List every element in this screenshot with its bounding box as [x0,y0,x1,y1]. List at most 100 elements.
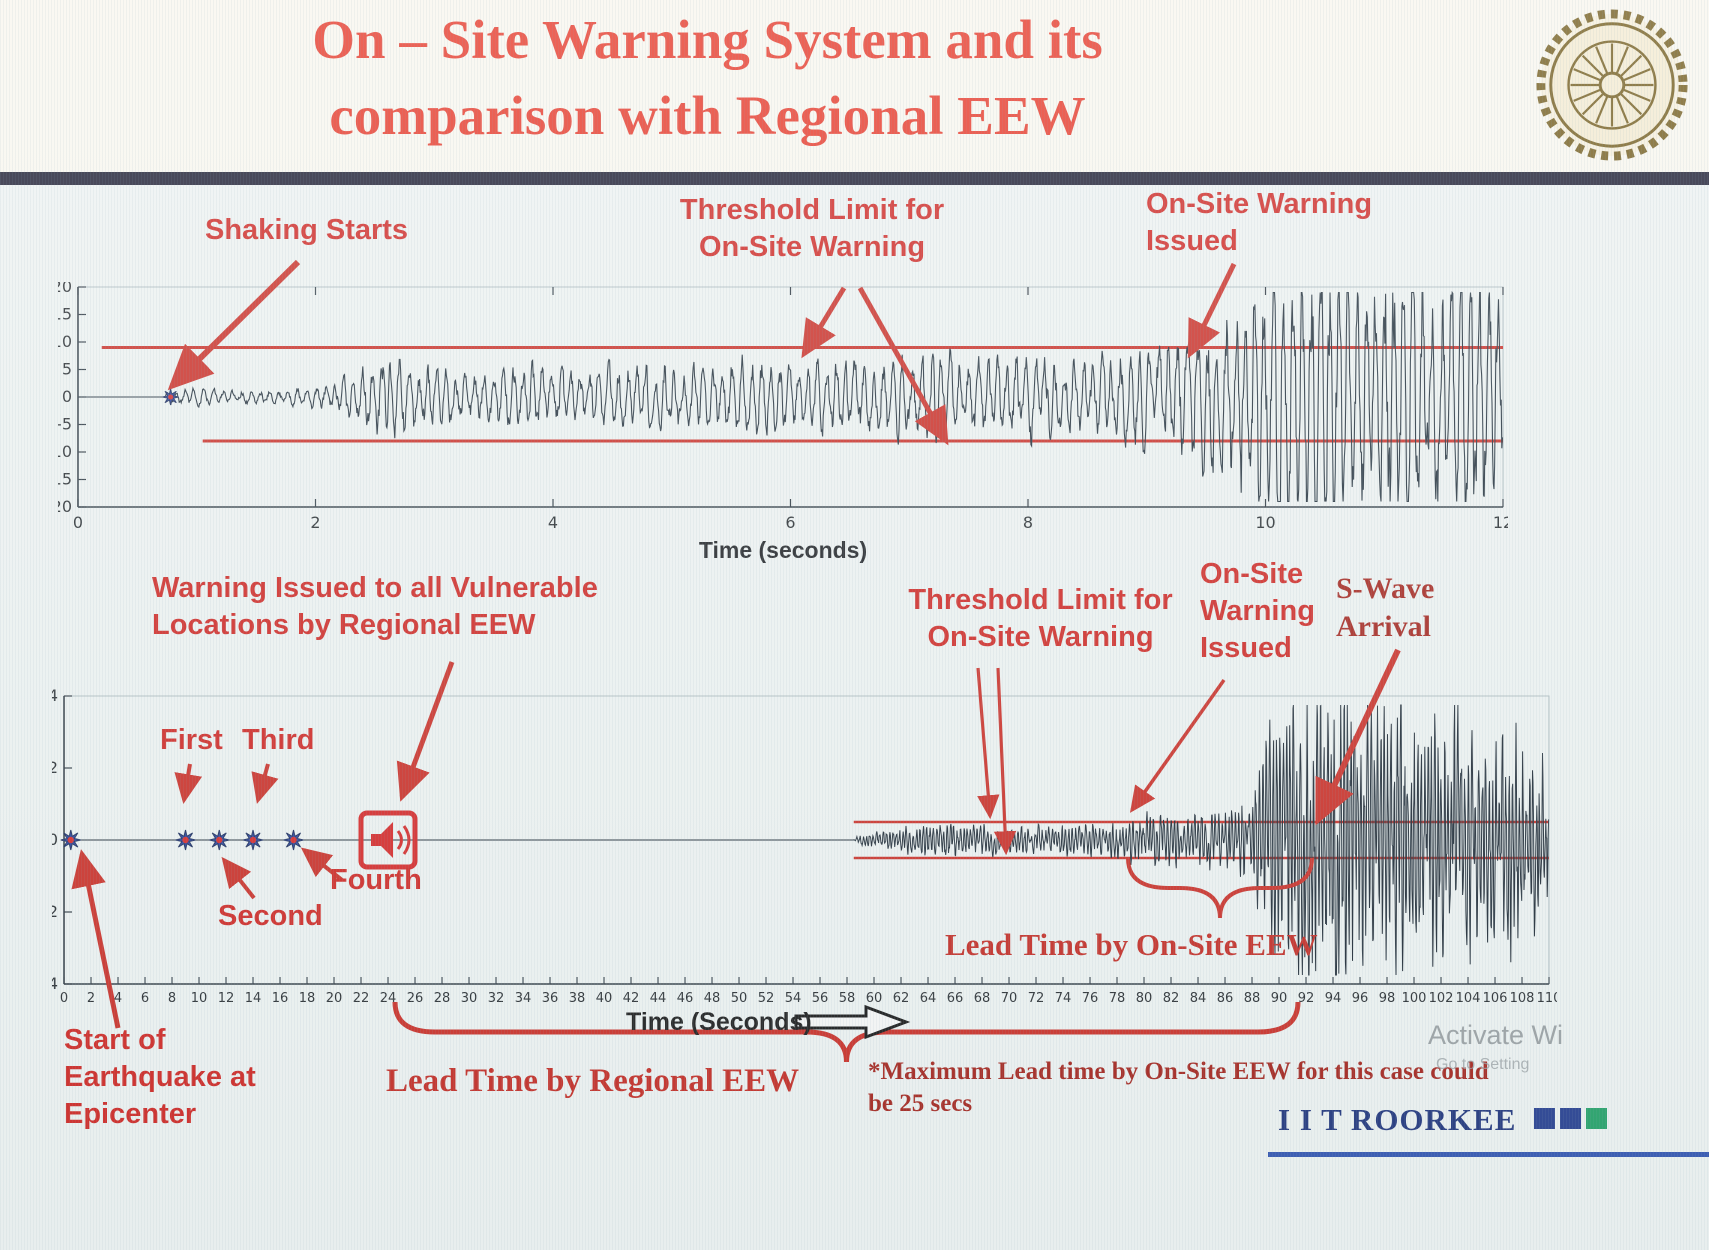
svg-text:78: 78 [1109,991,1126,1006]
svg-text:10: 10 [1255,513,1275,532]
brand-square-icon [1534,1108,1555,1129]
svg-text:-5: -5 [58,415,72,434]
regional-warning-icon [358,810,418,870]
activate-watermark-line1: Activate Wi [1428,1020,1564,1050]
svg-text:42: 42 [623,991,640,1006]
svg-text:108: 108 [1510,991,1535,1006]
footer-blue-line [1268,1152,1709,1157]
svg-text:15: 15 [58,305,72,324]
p-wave-first-label: First [160,724,223,756]
svg-text:110: 110 [1537,991,1557,1006]
svg-text:5: 5 [62,360,72,379]
svg-text:-20: -20 [58,497,72,516]
svg-text:24: 24 [380,991,397,1006]
lead-time-regional-label: Lead Time by Regional EEW [386,1063,800,1099]
svg-text:38: 38 [569,991,586,1006]
svg-text:48: 48 [704,991,721,1006]
brand-square-icon [1560,1108,1581,1129]
activate-watermark-line2: Go to Setting [1436,1056,1530,1073]
iit-roorkee-wordmark: I I T ROORKEE [1278,1102,1517,1137]
svg-text:104: 104 [1456,991,1481,1006]
svg-text:-15: -15 [58,470,72,489]
top-seismogram-svg: 20151050-5-10-15-20024681012 [46,277,1513,532]
svg-text:0: 0 [62,387,72,406]
svg-text:90: 90 [1271,991,1288,1006]
seismogram-waveform [64,704,1550,976]
svg-text:4: 4 [114,991,122,1006]
svg-text:56: 56 [812,991,829,1006]
lead-time-onsite-label: Lead Time by On-Site EEW [945,927,1318,962]
svg-text:52: 52 [758,991,775,1006]
svg-text:74: 74 [1055,991,1072,1006]
svg-text:54: 54 [785,991,802,1006]
svg-text:62: 62 [893,991,910,1006]
p-wave-star-marker [209,829,230,851]
p-wave-star-marker [162,388,179,406]
svg-text:44: 44 [650,991,667,1006]
svg-text:70: 70 [1001,991,1018,1006]
svg-text:80: 80 [1136,991,1153,1006]
svg-text:106: 106 [1483,991,1508,1006]
svg-text:50: 50 [731,991,748,1006]
slide-title: On – Site Warning System and its compari… [10,2,1405,154]
svg-text:100: 100 [1402,991,1427,1006]
svg-text:68: 68 [974,991,991,1006]
svg-text:6: 6 [141,991,149,1006]
regional-warning-label: Warning Issued to all Vulnerable Locatio… [152,572,598,642]
svg-text:20: 20 [326,991,343,1006]
svg-text:76: 76 [1082,991,1099,1006]
svg-text:10: 10 [191,991,208,1006]
shaking-starts-label: Shaking Starts [205,214,409,246]
svg-text:34: 34 [515,991,532,1006]
p-wave-star-marker [242,829,264,851]
svg-text:92: 92 [1298,991,1315,1006]
slide-title-line1: On – Site Warning System and its [312,9,1103,70]
svg-text:28: 28 [434,991,451,1006]
iit-roorkee-logo [1536,9,1688,161]
svg-text:12: 12 [1493,513,1508,532]
svg-text:30: 30 [461,991,478,1006]
p-wave-fourth-label: Fourth [330,864,422,896]
svg-text:46: 46 [677,991,694,1006]
onsite-warning-issued-bottom-label: On-Site Warning Issued [1200,558,1315,665]
svg-text:36: 36 [542,991,559,1006]
max-lead-note: *Maximum Lead time by On-Site EEW for th… [868,1058,1489,1117]
svg-text:6: 6 [785,513,795,532]
header-divider-bar [0,172,1709,185]
svg-text:4: 4 [548,513,558,532]
svg-text:22: 22 [353,991,370,1006]
top-chart-x-axis-label: Time (seconds) [698,537,868,563]
svg-text:88: 88 [1244,991,1261,1006]
svg-text:14: 14 [245,991,262,1006]
svg-text:20: 20 [58,282,72,296]
svg-text:8: 8 [1023,513,1033,532]
svg-text:4: 4 [52,686,58,705]
svg-text:0: 0 [73,513,83,532]
seismogram-waveform [78,290,1504,503]
svg-text:66: 66 [947,991,964,1006]
svg-text:40: 40 [596,991,613,1006]
svg-text:26: 26 [407,991,424,1006]
svg-text:0: 0 [52,830,58,849]
svg-text:72: 72 [1028,991,1045,1006]
svg-text:82: 82 [1163,991,1180,1006]
svg-text:102: 102 [1429,991,1454,1006]
start-of-earthquake-label: Start of Earthquake at Epicenter [64,1024,256,1131]
slide-title-line2: comparison with Regional EEW [329,84,1086,146]
svg-text:86: 86 [1217,991,1234,1006]
svg-text:2: 2 [52,758,58,777]
threshold-limit-bottom-label: Threshold Limit for On-Site Warning [908,584,1173,654]
svg-text:8: 8 [168,991,176,1006]
top-seismogram-chart: 20151050-5-10-15-20024681012 Time (secon… [46,277,1513,582]
svg-text:12: 12 [218,991,235,1006]
svg-text:0: 0 [60,991,68,1006]
p-wave-star-marker [283,829,304,851]
svg-text:58: 58 [839,991,856,1006]
brand-square-icon [1586,1108,1607,1129]
svg-text:32: 32 [488,991,505,1006]
svg-text:-2: -2 [52,902,58,921]
svg-text:2: 2 [310,513,320,532]
p-wave-star-marker [175,829,196,851]
svg-text:10: 10 [58,332,72,351]
